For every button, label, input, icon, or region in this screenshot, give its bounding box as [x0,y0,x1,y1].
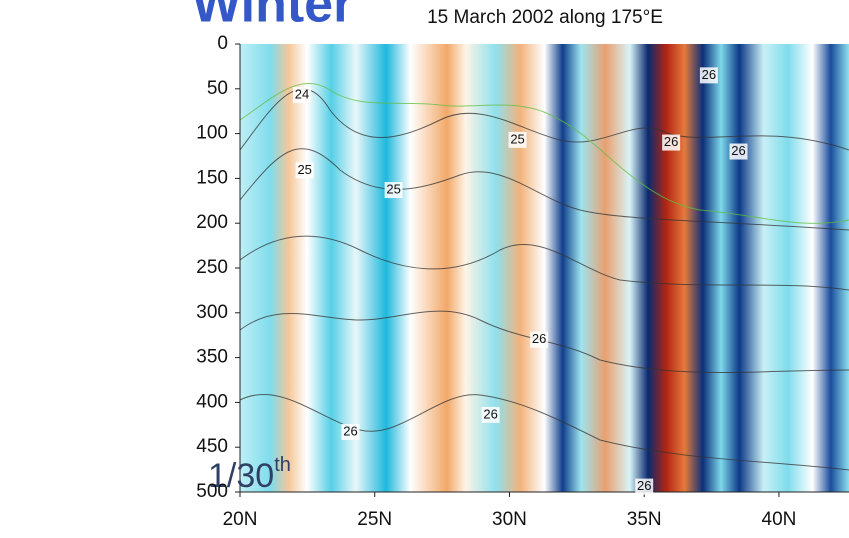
y-tick-label: 450 [196,436,228,457]
y-tick-label: 200 [196,212,228,233]
contour-label-bg [729,143,748,160]
contour-label: 26 [483,406,497,421]
contour-label-bg [295,162,314,179]
contour-label-bg [292,87,311,104]
y-tick-label: 500 [196,481,228,502]
chart-title: 15 March 2002 along 175°E [427,7,663,28]
contour-label: 25 [386,181,400,196]
field-background [240,44,849,492]
y-tick-label: 150 [196,167,228,188]
x-tick-label: 35N [627,509,662,530]
contour-lines [239,83,849,471]
y-tick-label: 100 [196,123,228,144]
x-tick-label: 20N [223,509,258,530]
contour-label-bg [662,134,681,151]
resolution-superscript: th [274,454,291,476]
resolution-text: 1/30 [208,457,274,495]
contour-label-bg [530,331,549,348]
contour-label: 26 [731,143,745,158]
resolution-label: 1/30th [208,454,291,495]
contour-label: 24 [295,87,309,102]
contour-label-bg [635,478,654,495]
contour-label: 25 [297,162,311,177]
x-tick-label: 40N [762,509,797,530]
contour-label-bg [699,67,718,84]
contour-label-bg [384,182,403,199]
contour-label: 26 [343,423,357,438]
y-tick-label: 400 [196,391,228,412]
y-tick-label: 300 [196,302,228,323]
contour-label: 26 [702,67,716,82]
contour-label: 26 [637,478,651,493]
season-label: Winter [192,0,353,34]
contour-label: 25 [510,131,524,146]
y-tick-label: 350 [196,347,228,368]
contour-label-bg [508,131,527,148]
x-tick-label: 30N [492,509,527,530]
contour-label: 26 [664,134,678,149]
contour-label-bg [341,423,360,440]
contour-label-bg [481,406,500,423]
contour-label: 26 [532,331,546,346]
y-tick-label: 250 [196,257,228,278]
y-tick-label: 50 [207,78,228,99]
x-tick-label: 25N [357,509,392,530]
y-tick-label: 0 [217,33,228,54]
